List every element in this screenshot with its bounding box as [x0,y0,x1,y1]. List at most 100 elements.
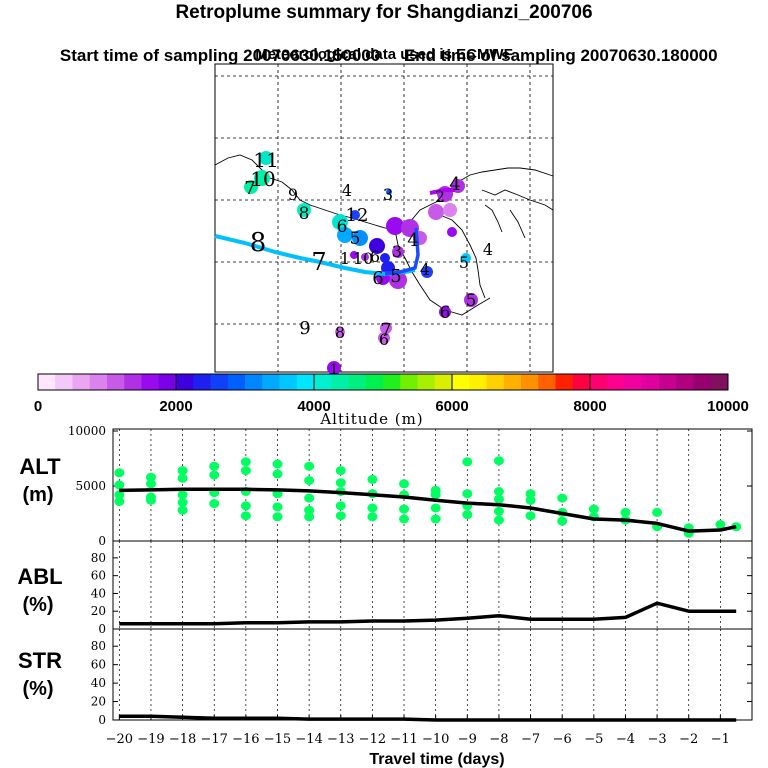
x-tick-label: −14 [295,732,322,747]
plume-dot [378,332,390,344]
map-label: 6 [440,303,451,323]
plume-dot [254,170,270,186]
alt-scatter-point [715,520,726,529]
map-label: 2 [435,187,445,206]
x-tick-label: −16 [232,732,259,747]
x-tick-label: −20 [106,732,133,747]
colorbar-swatch [400,374,418,390]
plume-dot [443,203,457,217]
time-series-panels: 0 5000 10000 ALT (m) 0 20 40 60 80 ABL (%) 0 20 40 60 80… [17,424,753,768]
plume-dot [401,219,419,237]
plume-dot [392,246,404,258]
map-label: 10 [250,167,275,191]
colorbar-swatch [107,374,125,390]
map-label: 6 [370,247,380,266]
x-tick-label: −8 [489,732,508,747]
alt-scatter-point [335,478,346,488]
colorbar-swatch [193,374,211,390]
colorbar-tick-label: 6000 [435,398,468,415]
alt-scatter-point [177,466,188,476]
colorbar-tick-label: 0 [34,398,42,415]
alt-scatter-point [525,489,536,499]
colorbar-swatch [572,374,591,390]
map-label: 12 [346,205,369,226]
colorbar-swatch [659,374,677,390]
y-tick-label: 60 [91,658,106,672]
alt-scatter-point [177,473,188,483]
alt-scatter-point [209,470,220,480]
x-tick-label: −1 [711,732,730,747]
trajectory-blue [384,227,420,276]
colorbar-title: Altitude (m) [319,410,423,428]
colorbar-swatch [710,374,729,390]
plume-dot [421,266,433,278]
plume-dot [369,238,385,254]
x-axis: −20 −19 −18 −17 −16 −15 −14 −13 −12 −11 −10 −9 −8 −7−… [106,715,730,768]
alt-scatter-point [367,503,378,513]
alt-scatter-point [145,479,156,489]
colorbar-swatch [227,374,246,390]
alt-scatter-point [525,511,536,521]
colorbar-swatch [641,374,660,390]
panel-ylabel-unit: (m) [22,484,53,506]
colorbar-swatch [314,374,332,390]
alt-scatter-point [335,466,346,476]
colorbar-swatch [245,374,263,390]
panel-frame [112,540,753,630]
colorbar-swatch [417,374,436,390]
colorbar-swatch [555,374,574,390]
colorbar-swatch [452,374,470,390]
panel-ylabel-unit: (%) [22,678,53,700]
x-tick-label: −2 [679,732,698,747]
x-tick-label: −17 [201,732,228,747]
alt-scatter-point [114,480,125,490]
alt-scatter-point [557,493,568,503]
alt-scatter-point [272,459,283,469]
alt-scatter-point [272,512,283,522]
map-label: 9 [299,318,310,339]
alt-scatter-point [114,496,125,506]
y-tick-label: 40 [91,586,106,600]
alt-scatter-point [272,502,283,512]
alt-scatter-point [399,504,410,514]
colorbar-swatch [262,374,280,390]
plume-dot [350,251,358,259]
plume-dot [335,327,345,337]
alt-scatter-point [367,474,378,484]
map-frame [214,63,554,373]
sampling-times: Start time of sampling 20070630.150000 E… [0,26,768,66]
colorbar-swatch [590,374,608,390]
alt-scatter-point [240,511,251,521]
x-tick-label: −18 [169,732,196,747]
map-label: 4 [483,240,493,259]
alt-scatter-point [209,461,220,471]
map-label: 4 [407,230,418,251]
alt-scatter-point [145,495,156,505]
colorbar-swatch [676,374,694,390]
trajectory-purple [429,188,455,195]
x-tick-label: −3 [648,732,667,747]
x-tick-label: −5 [584,732,603,747]
colorbar-swatch [124,374,142,390]
colorbar-swatch [383,374,401,390]
panel-abl: 0 20 40 60 80 ABL (%) [17,540,753,636]
panel-ylabel: ABL [17,564,62,589]
plume-dot [447,227,457,237]
y-tick-label: 0 [98,622,106,636]
plume-dot [297,203,311,217]
alt-scatter-point [462,457,473,467]
alt-scatter-point [652,507,663,517]
alt-scatter-point [177,490,188,500]
colorbar-swatch [607,374,625,390]
colorbar-swatch [176,374,194,390]
plume-dot [244,180,258,194]
colorbar-swatch [141,374,160,390]
panel-ylabel-unit: (%) [22,594,53,616]
panel-str: 0 20 40 60 80 STR (%) [18,628,753,727]
map-label: 8 [250,228,267,258]
plume-dot [380,253,390,263]
map-label: 5 [466,291,477,311]
plume-dot [361,253,369,261]
colorbar-swatch [38,374,56,390]
x-tick-label: −12 [359,732,386,747]
